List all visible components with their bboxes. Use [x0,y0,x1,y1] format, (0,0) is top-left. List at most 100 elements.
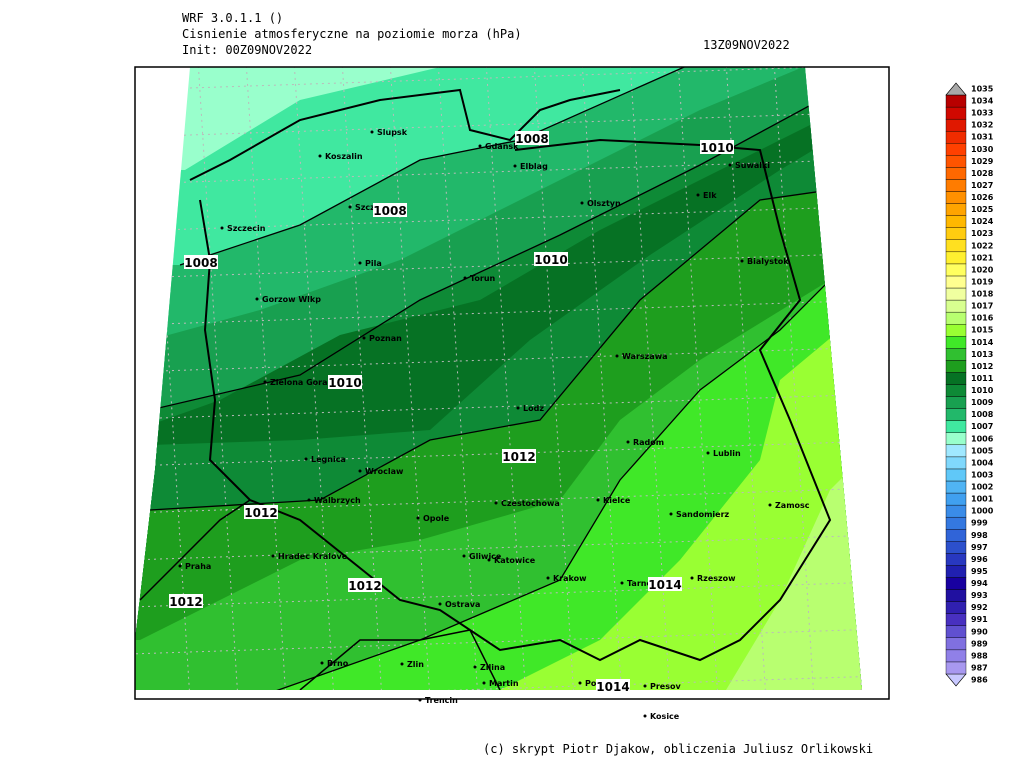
legend-label: 1006 [971,434,994,443]
contour-label: 1012 [502,450,535,464]
legend-label: 990 [971,627,988,636]
contour-label-bg [244,505,278,519]
legend-swatch [945,323,967,337]
legend-label: 1005 [971,446,994,455]
city-label: Elblag [520,162,548,171]
legend-swatch [945,480,967,494]
legend-label: 1019 [971,277,994,286]
legend-label: 991 [971,615,988,624]
legend-swatch [945,311,967,325]
coastline [189,88,621,181]
legend-label: 1035 [971,85,994,94]
legend-swatch [945,432,967,446]
legend-swatch [945,143,967,156]
city-marker [690,576,694,580]
legend-label: 1003 [971,470,993,479]
city-marker [580,201,584,205]
legend-swatch [945,106,967,120]
legend-swatch [945,565,967,578]
legend-label: 1028 [971,169,994,178]
city-label: Zilina [480,663,505,672]
contour-label: 1008 [373,204,406,218]
legend-label: 1001 [971,495,994,504]
graticule [677,67,719,690]
city-label: Katowice [494,556,536,565]
legend-swatch [945,372,967,385]
init-time: Init: 00Z09NOV2022 [182,43,312,57]
city-label: Zlin [407,660,424,669]
model-name: WRF 3.0.1.1 () [182,11,283,25]
city-marker [255,297,259,301]
graticule [197,67,239,690]
city-marker [178,564,182,568]
graticule [245,67,287,690]
legend-label: 1021 [971,253,994,262]
legend-swatch [945,504,967,518]
city-marker [596,498,600,502]
graticule [135,111,862,138]
legend-swatch [945,637,967,651]
legend-swatch [945,203,967,216]
graticule [135,393,862,420]
legend-label: 1024 [971,217,994,226]
city-label: Hradec Kralove [278,552,348,561]
city-marker [513,164,517,168]
city-label: Zielona Gora [270,378,328,387]
graticule [135,628,862,655]
city-label: Suwalki [735,161,770,170]
contour-label: 1012 [169,595,202,609]
graticule [341,67,383,690]
legend-label: 1012 [971,362,993,371]
legend-swatch [945,263,967,277]
legend-label: 1004 [971,458,994,467]
legend-swatch [945,529,967,542]
contour-label-bg [515,131,549,145]
city-label: Presov [650,682,681,691]
city-label: Sandomierz [676,510,730,519]
city-marker [740,259,744,263]
city-label: Lodz [523,404,544,413]
border [139,499,501,690]
city-marker [307,498,311,502]
city-marker [494,501,498,505]
legend-swatch [945,613,967,626]
legend-swatch [945,408,967,421]
legend-swatch [945,396,967,409]
graticule [149,67,191,690]
city-label: Slupsk [377,128,408,137]
legend-swatch [945,179,967,192]
graticule [135,440,862,467]
legend-swatch [945,492,967,506]
map-frame [134,66,890,700]
legend-label: 1011 [971,374,994,383]
contour-label-bg [373,203,407,217]
color-legend: 986 987 988 989 990 991 992 993 994 995 996 997 998 9… [945,82,994,687]
city-marker [416,516,420,520]
legend-label: 1017 [971,302,993,311]
legend-swatch [945,625,967,638]
city-label: Kielce [603,496,631,505]
city-marker [348,205,352,209]
contour-label-bg [348,578,382,592]
legend-label: 1020 [971,265,994,274]
band [135,67,862,690]
graticule [135,581,862,608]
legend-label: 1030 [971,145,994,154]
legend-label: 1008 [971,410,994,419]
graticule [773,67,815,690]
legend-label: 1010 [971,386,994,395]
graticule [581,67,623,690]
legend-swatch [945,649,967,663]
legend-label: 986 [971,676,988,685]
contour-label-bg [328,375,362,389]
legend-label: 1022 [971,241,993,250]
border [199,138,832,662]
legend-label: 1009 [971,398,994,407]
contour-label-bg [596,679,630,693]
legend-label: 987 [971,663,988,672]
city-marker [462,554,466,558]
contour-label-bg [169,594,203,608]
legend-label: 996 [971,555,988,564]
legend-label: 1000 [971,507,994,516]
contour-label-bg [700,140,734,154]
